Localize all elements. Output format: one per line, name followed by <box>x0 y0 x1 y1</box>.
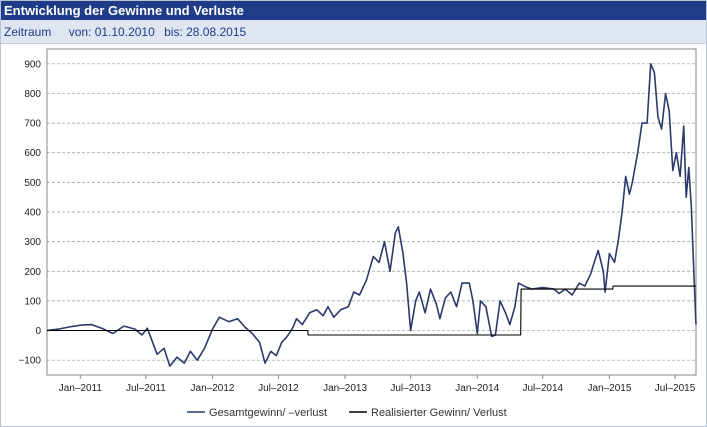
x-axis-ticks: Jan–2011 Jul–2011 Jan–2012 Jul–2012 Jan–2013… <box>59 375 696 394</box>
line-chart: −100 0 100 200 300 400 500 600 700 800 900 Jan–201… <box>18 48 697 419</box>
y-tick-label: 300 <box>24 237 41 248</box>
y-tick-label: 200 <box>24 267 41 278</box>
legend: Gesamtgewinn/ –verlust Realisierter Gewin… <box>187 407 507 419</box>
series-realized-line <box>47 285 696 336</box>
range-to: bis: 28.08.2015 <box>164 25 247 39</box>
date-range-bar: Zeitraum von: 01.10.2010 bis: 28.08.2015 <box>1 20 706 44</box>
x-tick-label: Jan–2011 <box>59 383 103 394</box>
x-tick-label: Jan–2014 <box>455 383 499 394</box>
grid-lines <box>47 63 696 361</box>
legend-label: Gesamtgewinn/ –verlust <box>209 407 327 419</box>
x-tick-label: Jul–2014 <box>523 383 564 394</box>
x-tick-label: Jul–2015 <box>655 383 696 394</box>
x-tick-label: Jan–2013 <box>323 383 367 394</box>
y-tick-label: 700 <box>24 119 41 130</box>
y-axis-ticks: −100 0 100 200 300 400 500 600 700 800 900 <box>18 59 41 366</box>
y-tick-label: −100 <box>18 356 41 367</box>
y-tick-label: 500 <box>24 178 41 189</box>
series-total-line <box>46 62 697 367</box>
y-tick-label: 0 <box>35 326 41 337</box>
y-tick-label: 900 <box>24 59 41 70</box>
x-tick-label: Jan–2012 <box>191 383 235 394</box>
y-tick-label: 400 <box>24 208 41 219</box>
series-lines <box>46 62 697 367</box>
legend-label: Realisierter Gewinn/ Verlust <box>371 407 507 419</box>
y-tick-label: 600 <box>24 148 41 159</box>
range-label: Zeitraum <box>4 25 52 39</box>
x-tick-label: Jul–2012 <box>258 383 299 394</box>
y-tick-label: 800 <box>24 89 41 100</box>
x-tick-label: Jan–2015 <box>587 383 631 394</box>
chart-title: Entwicklung der Gewinne und Verluste <box>1 1 706 20</box>
range-from: von: 01.10.2010 <box>68 25 155 39</box>
plot-area <box>46 48 697 376</box>
x-tick-label: Jul–2013 <box>390 383 431 394</box>
x-tick-label: Jul–2011 <box>126 383 166 394</box>
y-tick-label: 100 <box>24 296 41 307</box>
